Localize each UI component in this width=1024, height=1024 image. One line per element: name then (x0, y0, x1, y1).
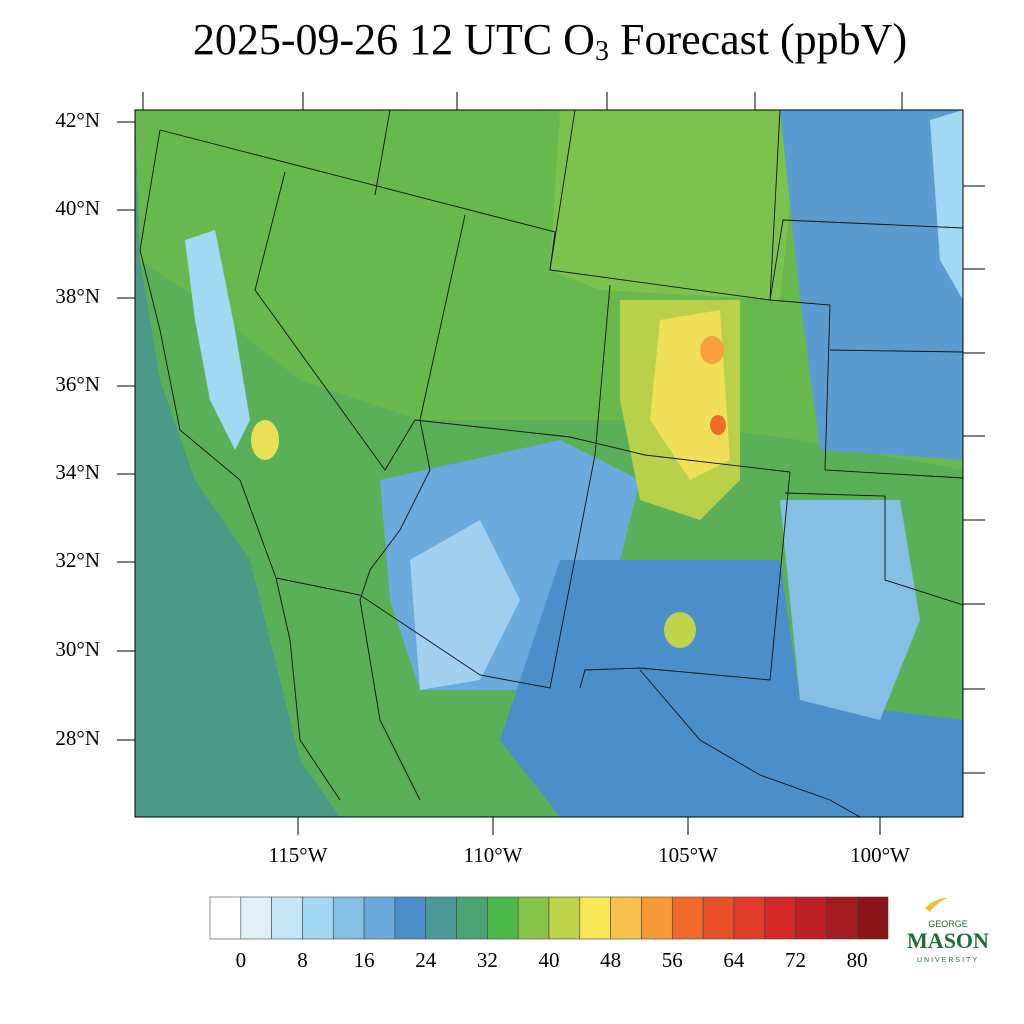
title-subscript: 3 (595, 36, 609, 67)
colorbar-label: 32 (477, 948, 498, 972)
colorbar-box (548, 896, 581, 940)
lon-label: 115°W (269, 843, 328, 867)
title: 2025-09-26 12 UTC O3 Forecast (ppbV) (193, 15, 907, 67)
colorbar-label: 56 (662, 948, 683, 972)
lon-label: 105°W (658, 843, 718, 867)
axis-labels: 42°N 40°N 38°N 36°N 34°N 32°N 30°N 28°N 115°W 110… (55, 108, 910, 867)
colorbar-box (517, 896, 550, 940)
colorbar-label: 16 (354, 948, 375, 972)
colorbar-box (795, 896, 827, 940)
colorbar-box (641, 896, 673, 940)
lat-label: 30°N (55, 637, 100, 661)
colorbar-label: 8 (297, 948, 308, 972)
axis-ticks (117, 92, 985, 835)
lat-label: 34°N (55, 460, 100, 484)
colorbar-box (702, 896, 735, 940)
title-text: Forecast (ppbV) (609, 15, 907, 64)
colorbar-box (487, 896, 519, 940)
logo-bottom: UNIVERSITY (917, 957, 979, 964)
colorbar-box (579, 896, 611, 940)
lon-label: 110°W (464, 843, 523, 867)
borders (139, 110, 963, 817)
lat-label: 42°N (55, 108, 100, 132)
colorbar-box (363, 896, 396, 940)
colorbar-label: 72 (785, 948, 806, 972)
colorbar-label: 80 (847, 948, 868, 972)
colorbar-box (733, 896, 766, 940)
colorbar-box (610, 896, 642, 940)
colorbar-box (856, 896, 889, 940)
lon-label: 100°W (850, 843, 910, 867)
colorbar-label: 64 (723, 948, 745, 972)
colorbar-box (394, 896, 427, 940)
title-text: 2025-09-26 12 UTC O (193, 15, 595, 64)
map-frame (134, 109, 964, 818)
colorbar: 0 8 16 24 32 40 48 56 64 72 80 (209, 896, 889, 972)
colorbar-box (332, 896, 365, 940)
colorbar-box (671, 896, 704, 940)
colorbar-box (456, 896, 488, 940)
colorbar-label: 0 (236, 948, 247, 972)
colorbar-label: 40 (539, 948, 560, 972)
lat-label: 28°N (55, 726, 100, 750)
colorbar-label: 24 (415, 948, 437, 972)
lat-label: 38°N (55, 284, 100, 308)
lat-label: 36°N (55, 372, 100, 396)
lat-label: 32°N (55, 548, 100, 572)
logo: GEORGE MASON UNIVERSITY (907, 898, 989, 964)
logo-main: MASON (907, 928, 989, 953)
colorbar-box (209, 896, 242, 940)
lat-label: 40°N (55, 196, 100, 220)
colorbar-box (764, 896, 796, 940)
colorbar-box (826, 896, 858, 940)
colorbar-box (271, 896, 303, 940)
logo-top: GEORGE (928, 919, 968, 929)
colorbar-label: 48 (600, 948, 621, 972)
colorbar-box (425, 896, 457, 940)
ozone-field (135, 110, 963, 817)
colorbar-box (240, 896, 272, 940)
colorbar-box (302, 896, 334, 940)
